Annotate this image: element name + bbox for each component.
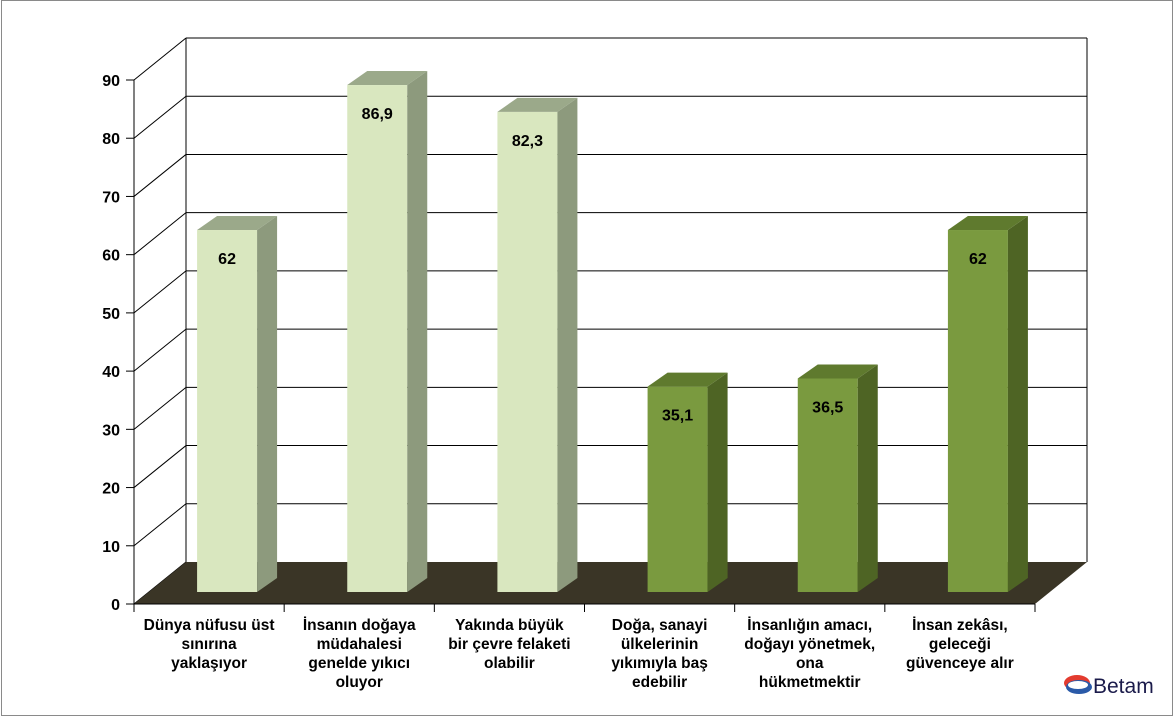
bar-front xyxy=(797,378,858,592)
side-gridline-70 xyxy=(133,154,187,197)
side-gridline-10 xyxy=(133,503,187,547)
y-axis-ticks: 0 10 20 30 40 50 60 70 80 90 xyxy=(102,73,1036,614)
bar-top xyxy=(497,97,578,112)
data-label: 62 xyxy=(969,251,987,268)
bar-side xyxy=(707,372,728,592)
bar-side xyxy=(407,71,428,592)
y-tick-label: 60 xyxy=(102,248,120,265)
bar-side xyxy=(857,364,878,592)
category-label: Yakında büyük bir çevre felaketi olabili… xyxy=(448,617,571,672)
betam-logo: Betam xyxy=(1062,666,1162,706)
side-gridline-50 xyxy=(133,270,187,314)
y-tick-label: 40 xyxy=(102,364,120,381)
betam-logo-icon xyxy=(1064,675,1092,694)
category-label: İnsanın doğaya müdahalesi genelde yıkıcı… xyxy=(302,617,416,691)
bar-top xyxy=(947,216,1028,231)
bar-top xyxy=(647,372,728,387)
y-tick-label: 0 xyxy=(111,597,120,614)
category-label: İnsan zekâsı, geleceği güvenceye alır xyxy=(906,617,1014,672)
y-tick-label: 70 xyxy=(102,189,120,206)
y-tick-label: 10 xyxy=(102,539,120,556)
category-label: Doğa, sanayi ülkelerinin yıkımıyla baş e… xyxy=(611,617,708,691)
bar-side xyxy=(1007,216,1028,592)
y-tick-label: 50 xyxy=(102,306,120,323)
side-gridline-90 xyxy=(133,37,187,81)
data-label: 36,5 xyxy=(812,399,843,416)
bar-front xyxy=(347,85,408,592)
category-label: İnsanlığın amacı, doğayı yönetmek, ona h… xyxy=(744,617,876,691)
betam-logo-text: Betam xyxy=(1093,675,1154,698)
side-gridline-20 xyxy=(133,445,187,488)
side-gridline-80 xyxy=(133,95,187,139)
y-tick-label: 20 xyxy=(102,481,120,498)
data-labels-layer: 62 86,9 82,3 35,1 36,5 62 xyxy=(218,106,987,425)
side-gridline-30 xyxy=(133,386,187,430)
y-tick-label: 90 xyxy=(102,73,120,90)
category-label: Dünya nüfusu üst sınırına yaklaşıyor xyxy=(143,617,275,672)
data-label: 35,1 xyxy=(662,408,693,425)
data-label: 82,3 xyxy=(512,133,543,150)
bar-front xyxy=(947,230,1008,592)
bar-front xyxy=(497,111,558,592)
side-gridline-60 xyxy=(133,212,187,256)
data-label: 86,9 xyxy=(362,106,393,123)
bar-side xyxy=(557,97,578,592)
bar-side xyxy=(257,216,278,592)
bars-layer xyxy=(197,71,1028,592)
y-tick-label: 30 xyxy=(102,422,120,439)
bar-top xyxy=(797,364,878,379)
bar-front xyxy=(647,386,708,592)
bar-top xyxy=(347,71,428,86)
y-tick-label: 80 xyxy=(102,131,120,148)
bar-front xyxy=(197,230,258,592)
grid-layer xyxy=(133,37,1088,605)
side-gridline-40 xyxy=(133,328,187,372)
data-label: 62 xyxy=(218,251,236,268)
bar-top xyxy=(197,216,278,231)
